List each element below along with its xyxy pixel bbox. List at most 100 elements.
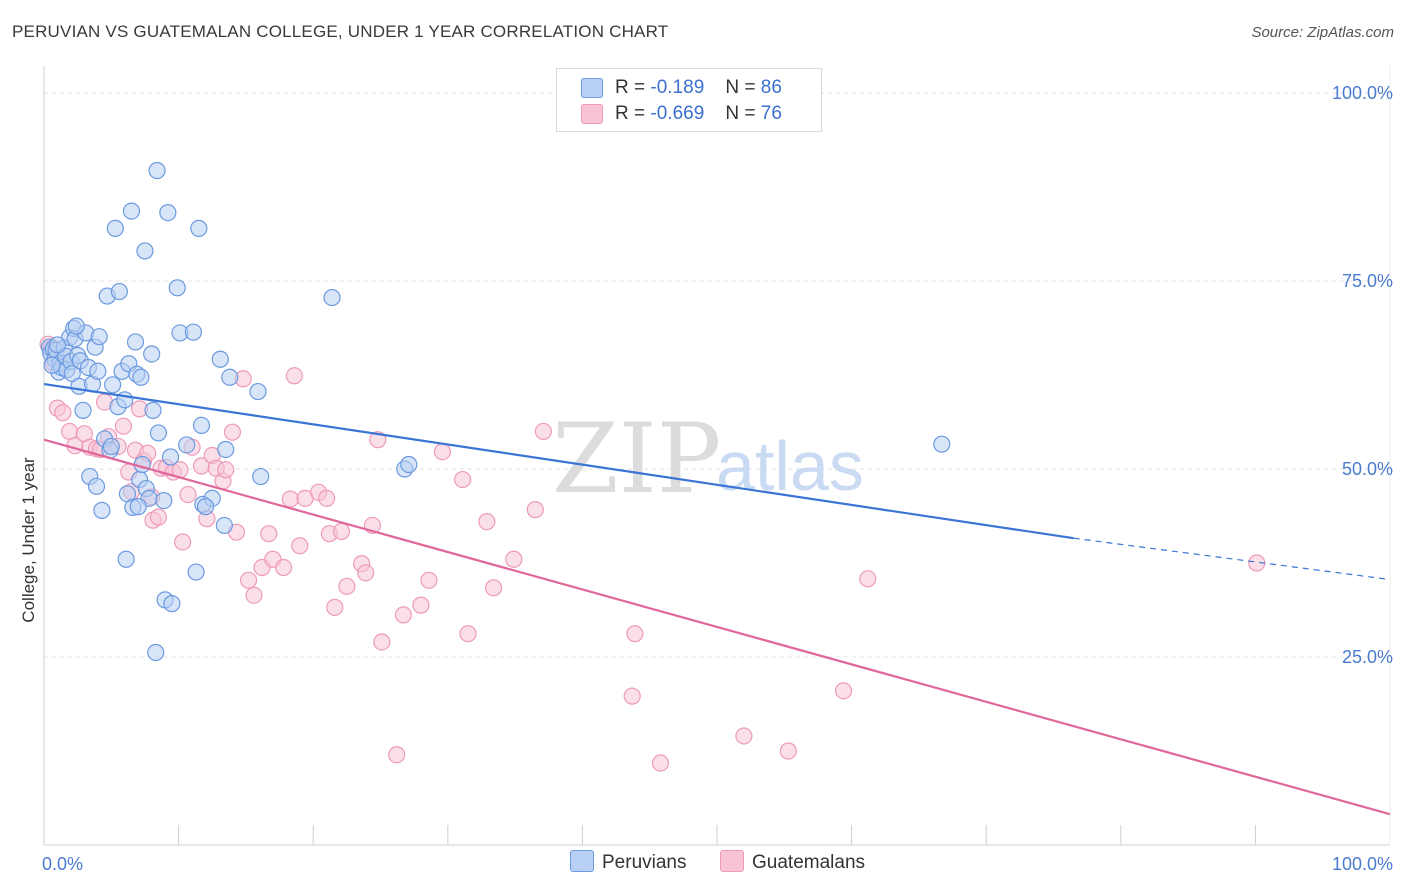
peruvian-point: [323, 288, 341, 307]
peruvian-point: [217, 440, 235, 459]
guatemalan-point: [484, 579, 503, 597]
guatemalans-r-label: R =: [615, 103, 646, 124]
guatemalan-point: [459, 625, 477, 643]
peruvians-r-label: R =: [615, 77, 646, 98]
peruvians-legend-label: Peruvians: [602, 852, 687, 873]
peruvian-point: [215, 516, 233, 535]
guatemalans-swatch: [581, 104, 603, 124]
y-tick-label: 100.0%: [1332, 83, 1393, 103]
peruvian-point: [104, 376, 122, 394]
guatemalan-point: [373, 633, 391, 651]
y-tick-label: 25.0%: [1342, 647, 1393, 667]
peruvian-point: [159, 204, 177, 222]
guatemalan-point: [260, 525, 278, 543]
peruvian-point: [192, 416, 211, 435]
peruvian-point: [149, 424, 168, 442]
guatemalan-point: [388, 746, 406, 764]
peruvians-swatch: [581, 78, 603, 98]
watermark-zip: ZIP: [552, 403, 721, 515]
guatemalan-point: [626, 625, 644, 643]
watermark-atlas: atlas: [716, 427, 864, 505]
legend-item-peruvians: Peruvians: [570, 850, 687, 874]
y-axis-label: College, Under 1 year: [19, 457, 38, 623]
peruvians-legend-swatch: [570, 850, 594, 872]
peruvians-n-label: N =: [725, 77, 756, 98]
peruvian-point: [136, 242, 154, 260]
guatemalan-point: [478, 513, 496, 531]
guatemalan-point: [332, 522, 351, 541]
guatemalan-point: [834, 682, 853, 700]
guatemalan-point: [281, 490, 299, 508]
guatemalan-point: [526, 501, 544, 519]
guatemalans-n-value: 76: [760, 103, 782, 124]
guatemalan-point: [291, 537, 309, 555]
peruvian-point: [187, 563, 205, 581]
guatemalan-point: [285, 367, 303, 385]
peruvians-trend-extension: [1073, 537, 1391, 581]
guatemalan-point: [454, 470, 472, 489]
legend-item-guatemalans: Guatemalans: [720, 850, 865, 874]
watermark: ZIP atlas: [552, 403, 864, 515]
guatemalan-point: [239, 571, 258, 589]
peruvian-point: [155, 492, 173, 510]
tick-labels: 25.0% 50.0% 75.0% 100.0% 0.0% 100.0%: [42, 83, 1393, 874]
peruvian-point: [161, 448, 180, 466]
peruvian-point: [933, 435, 951, 453]
axes: [43, 66, 1391, 846]
guatemalan-point: [338, 577, 356, 595]
peruvian-point: [221, 368, 239, 386]
guatemalan-point: [623, 687, 641, 705]
peruvian-point: [106, 219, 124, 237]
peruvian-point: [93, 501, 111, 519]
peruvian-point: [178, 436, 196, 454]
guatemalan-point: [505, 550, 523, 568]
peruvian-point: [74, 401, 92, 419]
guatemalan-point: [326, 598, 344, 616]
correlation-legend: R = -0.189 N = 86 R = -0.669 N = 76: [556, 68, 822, 132]
guatemalans-n-label: N =: [725, 103, 756, 124]
peruvian-point: [67, 317, 85, 335]
peruvian-point: [211, 350, 229, 368]
peruvian-point: [117, 550, 135, 568]
guatemalans-r-value: -0.669: [650, 103, 705, 124]
peruvian-point: [110, 282, 128, 301]
peruvian-point: [147, 643, 165, 662]
guatemalan-point: [412, 596, 430, 614]
guatemalan-point: [779, 742, 797, 760]
guatemalan-point: [859, 570, 877, 588]
guatemalan-point: [394, 606, 412, 624]
guatemalan-point: [149, 508, 168, 526]
peruvian-point: [89, 362, 107, 380]
guatemalan-point: [114, 417, 133, 435]
guatemalan-point: [318, 489, 336, 507]
guatemalan-point: [60, 422, 79, 441]
guatemalan-point: [179, 485, 197, 504]
peruvian-point: [252, 467, 270, 486]
peruvian-point: [87, 477, 106, 495]
peruvian-point: [102, 437, 120, 456]
guatemalan-point: [54, 404, 72, 422]
peruvian-point: [132, 368, 150, 386]
peruvian-point: [196, 498, 215, 516]
x-tick-label-min: 0.0%: [42, 854, 83, 874]
peruvian-point: [168, 279, 186, 297]
peruvian-point: [190, 219, 208, 237]
series-peruvians-points: [40, 161, 951, 662]
peruvian-point: [90, 328, 108, 346]
peruvian-point: [163, 595, 181, 613]
source-credit: Source: ZipAtlas.com: [1251, 24, 1394, 41]
series-guatemalans-points: [39, 335, 1266, 772]
chart-title: PERUVIAN VS GUATEMALAN COLLEGE, UNDER 1 …: [12, 22, 669, 41]
grid-lines: [44, 92, 1390, 658]
guatemalan-point: [534, 422, 552, 441]
peruvian-point: [184, 323, 203, 341]
peruvian-point: [48, 336, 67, 354]
peruvians-n-value: 86: [760, 77, 782, 98]
peruvian-point: [143, 345, 161, 363]
guatemalan-point: [433, 443, 452, 461]
guatemalans-legend-label: Guatemalans: [752, 852, 866, 873]
x-tick-label-max: 100.0%: [1332, 854, 1393, 874]
peruvian-point: [144, 401, 162, 419]
peruvian-point: [43, 356, 61, 374]
